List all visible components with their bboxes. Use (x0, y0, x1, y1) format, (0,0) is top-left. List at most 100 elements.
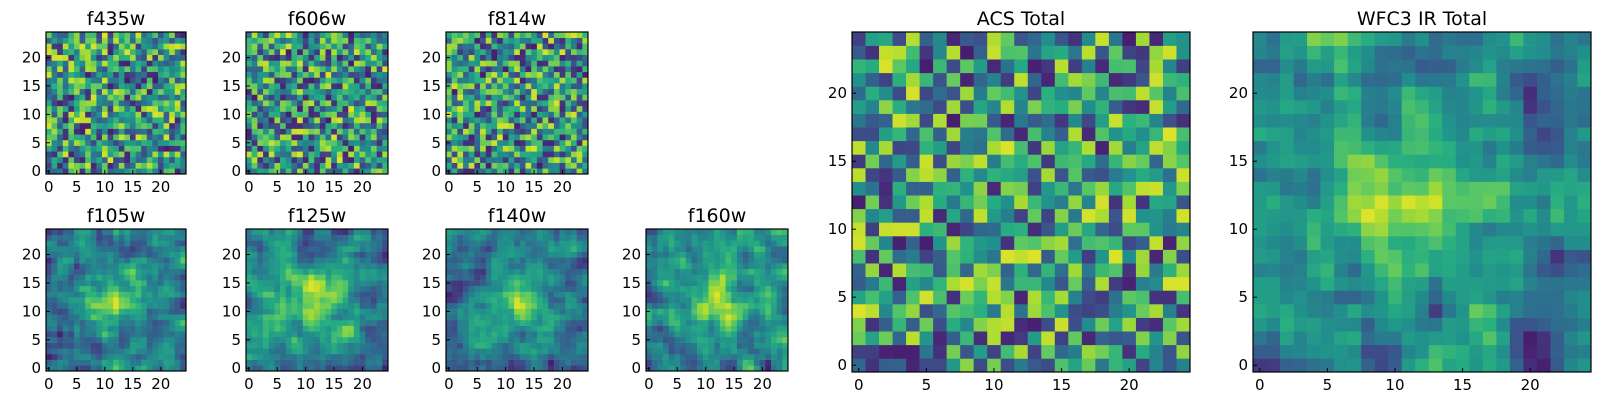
heatmap-cell (480, 268, 487, 275)
heatmap-cell (748, 257, 755, 264)
heatmap-cell (152, 234, 159, 241)
heatmap-cell (1041, 276, 1056, 291)
heatmap-cell (508, 285, 515, 292)
heatmap-cell (702, 234, 709, 241)
heatmap-cell (973, 331, 988, 346)
heatmap-cell (519, 71, 526, 78)
heatmap-cell (736, 325, 743, 332)
heatmap-cell (285, 94, 292, 101)
heatmap-cell (1135, 195, 1150, 210)
heatmap-cell (1176, 249, 1191, 264)
heatmap-cell (525, 111, 532, 118)
heatmap-cell (1162, 140, 1177, 155)
heatmap-cell (714, 353, 721, 360)
heatmap-cell (297, 308, 304, 315)
heatmap-cell (96, 314, 103, 321)
heatmap-cell (531, 145, 538, 152)
heatmap-cell (485, 353, 492, 360)
heatmap-cell (663, 314, 670, 321)
heatmap-cell (314, 156, 321, 163)
heatmap-cell (674, 348, 681, 355)
heatmap-cell (251, 331, 258, 338)
heatmap-cell (46, 359, 52, 366)
heatmap-cell (536, 240, 543, 247)
heatmap-cell (308, 246, 315, 253)
heatmap-cell (314, 319, 321, 326)
heatmap-cell (1014, 222, 1029, 237)
heatmap-cell (973, 208, 988, 223)
heatmap-cell (359, 117, 366, 124)
heatmap-cell (263, 100, 270, 107)
heatmap-cell (331, 54, 338, 61)
heatmap-cell (263, 162, 270, 169)
heatmap-cell (765, 251, 772, 258)
heatmap-cell (491, 88, 498, 95)
heatmap-cell (246, 162, 252, 169)
heatmap-cell (719, 240, 726, 247)
heatmap-cell (85, 325, 92, 332)
heatmap-cell (113, 117, 120, 124)
heatmap-cell (124, 128, 131, 135)
heatmap-cell (51, 122, 58, 129)
heatmap-cell (491, 308, 498, 315)
heatmap-cell (376, 71, 383, 78)
heatmap-cell (651, 297, 658, 304)
heatmap-cell (933, 208, 947, 223)
heatmap-cell (257, 263, 264, 270)
heatmap-cell (102, 268, 108, 275)
heatmap-cell (257, 71, 264, 78)
heatmap-cell (1149, 358, 1164, 373)
heatmap-cell (348, 77, 355, 84)
heatmap-cell (274, 285, 281, 292)
heatmap-cell (457, 168, 464, 175)
heatmap-cell (118, 234, 125, 241)
heatmap-cell (525, 94, 532, 101)
heatmap-cell (879, 276, 893, 291)
heatmap-cell (451, 274, 458, 281)
heatmap-cell (674, 297, 681, 304)
heatmap-cell (291, 100, 298, 107)
heatmap-cell (548, 291, 555, 298)
heatmap-cell (280, 139, 287, 146)
heatmap-cell (553, 43, 560, 50)
heatmap-cell (297, 291, 304, 298)
heatmap-cell (353, 274, 360, 281)
heatmap-cell (480, 342, 487, 349)
heatmap-cell (960, 208, 974, 223)
heatmap-cell (135, 88, 142, 95)
heatmap-cell (748, 314, 755, 321)
heatmap-cell (141, 302, 148, 309)
heatmap-cell (302, 88, 309, 95)
heatmap-cell (525, 365, 532, 372)
heatmap-cell (331, 240, 338, 247)
heatmap-cell (331, 77, 338, 84)
heatmap-cell (508, 234, 515, 241)
heatmap-cell (365, 251, 372, 258)
heatmap-cell (480, 280, 487, 287)
heatmap-cell (525, 285, 532, 292)
heatmap-cell (570, 43, 577, 50)
heatmap-cell (548, 77, 555, 84)
heatmap-cell (365, 353, 372, 360)
heatmap-cell (113, 77, 120, 84)
heatmap-cell (525, 325, 532, 332)
heatmap-cell (451, 359, 458, 366)
heatmap-cell (446, 274, 452, 281)
heatmap-cell (514, 100, 521, 107)
heatmap-cell (570, 145, 577, 152)
heatmap-cell (163, 145, 170, 152)
heatmap-cell (319, 139, 326, 146)
heatmap-cell (79, 156, 86, 163)
heatmap-cell (370, 285, 377, 292)
heatmap-cell (163, 234, 170, 241)
heatmap-cell (451, 246, 458, 253)
heatmap-cell (90, 246, 97, 253)
heatmap-cell (491, 353, 498, 360)
heatmap-cell (62, 71, 69, 78)
heatmap-cell (697, 297, 704, 304)
heatmap-cell (463, 251, 470, 258)
heatmap-cell (668, 268, 675, 275)
heatmap-cell (62, 251, 69, 258)
heatmap-cell (576, 257, 583, 264)
heatmap-cell (180, 145, 187, 152)
